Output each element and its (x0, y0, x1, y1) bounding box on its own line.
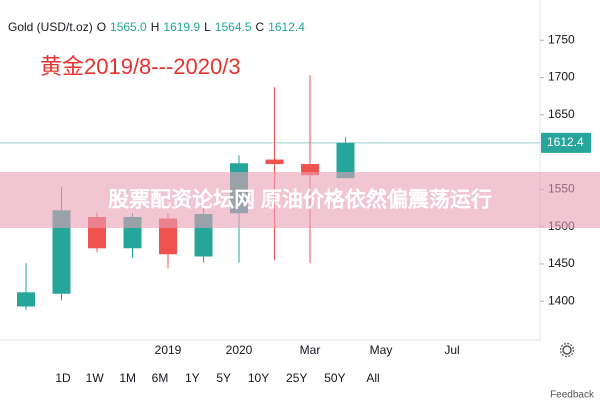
range-button[interactable]: 25Y (286, 371, 307, 385)
x-tick-label: 2020 (226, 343, 253, 357)
x-tick-label: 2019 (155, 343, 182, 357)
range-button[interactable]: 50Y (324, 371, 345, 385)
annotation: 黄金2019/8---2020/3 (40, 54, 241, 79)
legend-text: 1564.5 (215, 20, 252, 34)
feedback-link[interactable]: Feedback (550, 390, 595, 400)
candle-body (301, 164, 319, 176)
legend-text: L (204, 20, 211, 34)
x-tick-label: Jul (444, 343, 459, 357)
range-button[interactable]: 1D (55, 371, 71, 385)
watermark-text: 股票配资论坛网 原油价格依然偏震荡运行 (108, 188, 492, 212)
legend-text: H (151, 20, 160, 34)
y-tick-label: 1400 (548, 293, 575, 307)
range-button[interactable]: 1M (119, 371, 136, 385)
x-tick-label: May (370, 343, 393, 357)
range-button[interactable]: 6M (152, 371, 169, 385)
legend-text: 1619.9 (163, 20, 200, 34)
settings-icon[interactable] (559, 342, 575, 358)
legend-text: C (256, 20, 265, 34)
candle-body (17, 292, 35, 307)
range-button[interactable]: 1W (86, 371, 105, 385)
y-tick-label: 1650 (548, 107, 575, 121)
legend-header: Gold (USD/t.oz) O 1565.0 H 1619.9 L 1564.5 C 161… (8, 20, 305, 34)
y-tick-label: 1700 (548, 70, 575, 84)
x-tick-label: Mar (300, 343, 321, 357)
last-price-badge (541, 132, 591, 153)
range-button[interactable]: 1Y (185, 371, 200, 385)
y-tick-label: 1450 (548, 256, 575, 270)
legend-text: O (97, 20, 106, 34)
range-button[interactable]: 5Y (216, 371, 231, 385)
range-button[interactable]: 10Y (248, 371, 269, 385)
legend-text: 1612.4 (268, 20, 305, 34)
candle-body (336, 142, 355, 179)
candle-body (265, 159, 284, 165)
last-price-label: 1612.4 (547, 135, 584, 149)
watermark-band (0, 172, 600, 228)
legend-text: 1565.0 (110, 20, 147, 34)
range-button[interactable]: All (366, 371, 379, 385)
candle-body (52, 210, 71, 294)
legend-text: Gold (USD/t.oz) (8, 20, 93, 34)
y-tick-label: 1750 (548, 32, 575, 46)
